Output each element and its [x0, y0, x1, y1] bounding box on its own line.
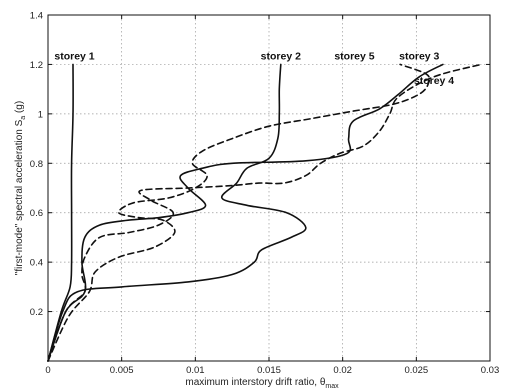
x-tick-label: 0.005	[110, 365, 134, 376]
x-axis-title-main: maximum interstory drift ratio, θ	[185, 377, 325, 388]
x-tick-label: 0.02	[333, 365, 352, 376]
y-tick-label: 0.6	[30, 208, 43, 219]
series-label-storey-1: storey 1	[54, 50, 94, 62]
y-tick-label: 1.4	[30, 11, 43, 22]
series-line-storey-4	[47, 63, 482, 362]
x-tick-label: 0.03	[481, 365, 500, 376]
label-layer: 0 0.005 0.01 0.015 0.02 0.025 0.03 0.2 0.4 0.6 0.8…	[30, 11, 499, 377]
grid-layer	[48, 15, 490, 361]
series-label-storey-2: storey 2	[261, 50, 301, 62]
y-axis-title-unit: (g)	[14, 101, 25, 116]
x-tick-label: 0.01	[186, 365, 205, 376]
series-line-storey-5	[47, 63, 431, 362]
tick-layer	[47, 14, 491, 361]
series-line-storey-3	[47, 63, 444, 362]
y-tick-label: 0.2	[30, 307, 43, 318]
y-axis-title-main: "first-mode" spectral acceleration S	[14, 119, 25, 275]
x-axis-title: maximum interstory drift ratio, θmax	[185, 377, 339, 390]
y-axis-title-sub: a	[20, 116, 27, 120]
series-label-storey-5: storey 5	[334, 50, 374, 62]
x-tick-label: 0.025	[404, 365, 428, 376]
series-line-storey-2	[47, 63, 307, 362]
y-axis-title: "first-mode" spectral acceleration Sa (g…	[14, 101, 27, 275]
series-label-storey-4: storey 4	[414, 75, 454, 87]
series-label-storey-3: storey 3	[399, 50, 439, 62]
y-tick-label: 0.4	[30, 258, 43, 269]
series-line-storey-1	[47, 63, 74, 362]
y-tick-label: 1.2	[30, 60, 43, 71]
y-tick-label: 0.8	[30, 159, 43, 170]
x-axis-title-sub: max	[325, 383, 339, 390]
curve-layer	[47, 63, 482, 362]
x-tick-label: 0.015	[257, 365, 281, 376]
y-tick-label: 1	[38, 109, 43, 120]
x-tick-label: 0	[45, 365, 50, 376]
